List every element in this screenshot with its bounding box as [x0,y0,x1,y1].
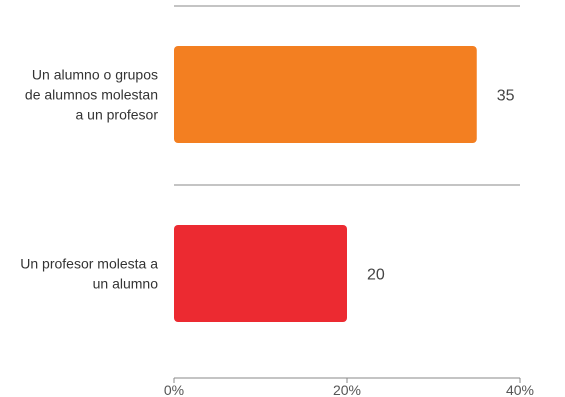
x-axis: 0% 20% 40% [164,377,534,397]
category-separators [174,5,520,186]
value-labels: 35 20 [367,88,515,284]
bar [174,46,477,143]
category-labels: Un alumno o grupos de alumnos molestan a u… [20,67,158,292]
x-tick-label: 0% [164,382,184,397]
value-label: 35 [497,88,515,105]
x-tick-label: 20% [333,382,361,397]
bar [174,225,347,322]
value-label: 20 [367,267,385,284]
x-tick-label: 40% [506,382,534,397]
bars [174,46,477,322]
category-label: Un profesor molesta a un alumno [20,256,158,292]
category-label: Un alumno o grupos de alumnos molestan a u… [25,67,158,123]
